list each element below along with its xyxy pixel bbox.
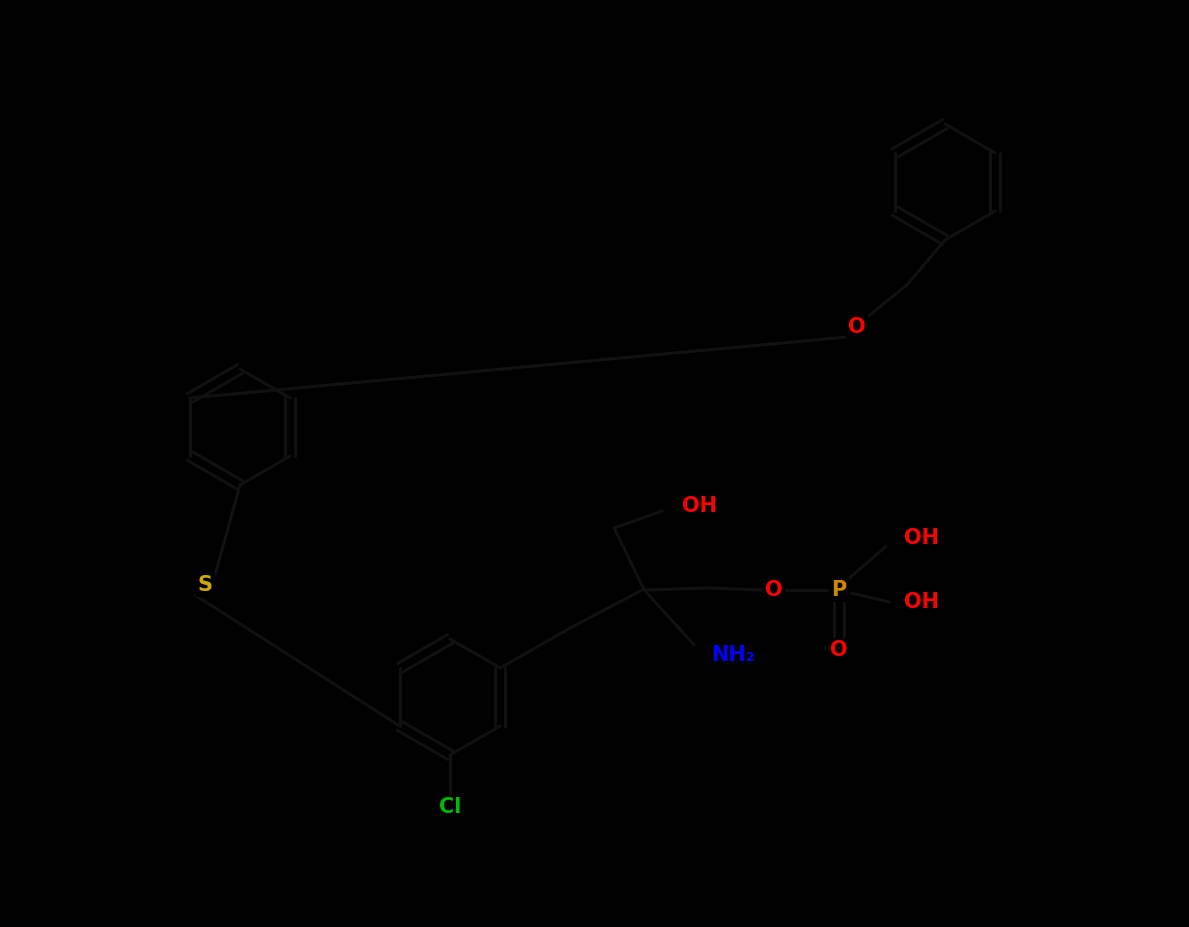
Text: S: S [197,575,213,595]
Text: OH: OH [904,528,939,548]
Text: O: O [848,317,866,337]
Text: O: O [830,640,848,660]
Text: NH₂: NH₂ [711,645,755,665]
Text: OH: OH [682,496,717,516]
Text: P: P [831,580,847,600]
Text: OH: OH [904,592,939,612]
Text: Cl: Cl [439,797,461,817]
Text: O: O [766,580,784,600]
